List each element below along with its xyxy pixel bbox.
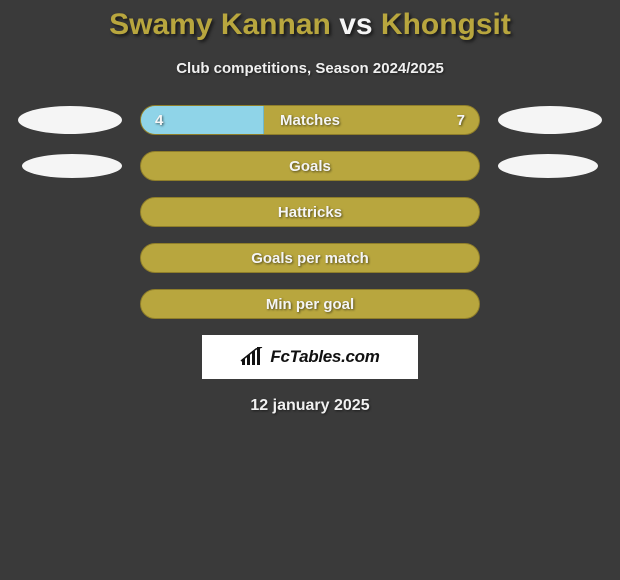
brand-text: FcTables.com: [270, 347, 379, 367]
title-vs: vs: [339, 8, 372, 41]
title-player-b: Khongsit: [381, 8, 511, 41]
ellipse-left-goals: [22, 154, 122, 178]
bar-label-hattricks: Hattricks: [141, 198, 479, 226]
page-title: Swamy Kannan vs Khongsit: [0, 0, 620, 42]
bar-label-gpm: Goals per match: [141, 244, 479, 272]
stat-row-matches: 4 Matches 7: [0, 105, 620, 135]
stat-row-gpm: Goals per match: [0, 243, 620, 273]
stat-bar-gpm: Goals per match: [140, 243, 480, 273]
stat-bar-matches: 4 Matches 7: [140, 105, 480, 135]
date-text: 12 january 2025: [0, 397, 620, 415]
bar-val-right-matches: 7: [457, 106, 465, 134]
stat-bar-mpg: Min per goal: [140, 289, 480, 319]
ellipse-right-matches: [498, 106, 602, 134]
bar-label-goals: Goals: [141, 152, 479, 180]
title-player-a: Swamy Kannan: [109, 8, 331, 41]
subtitle: Club competitions, Season 2024/2025: [0, 60, 620, 77]
ellipse-left-matches: [18, 106, 122, 134]
stat-bar-goals: Goals: [140, 151, 480, 181]
ellipse-right-goals: [498, 154, 598, 178]
stat-bar-hattricks: Hattricks: [140, 197, 480, 227]
chart-icon: [240, 347, 264, 367]
bar-label-mpg: Min per goal: [141, 290, 479, 318]
stat-row-goals: Goals: [0, 151, 620, 181]
stat-row-hattricks: Hattricks: [0, 197, 620, 227]
bar-label-matches: Matches: [141, 106, 479, 134]
brand-box: FcTables.com: [202, 335, 418, 379]
stats-container: 4 Matches 7 Goals Hattricks Goals per ma…: [0, 105, 620, 319]
stat-row-mpg: Min per goal: [0, 289, 620, 319]
